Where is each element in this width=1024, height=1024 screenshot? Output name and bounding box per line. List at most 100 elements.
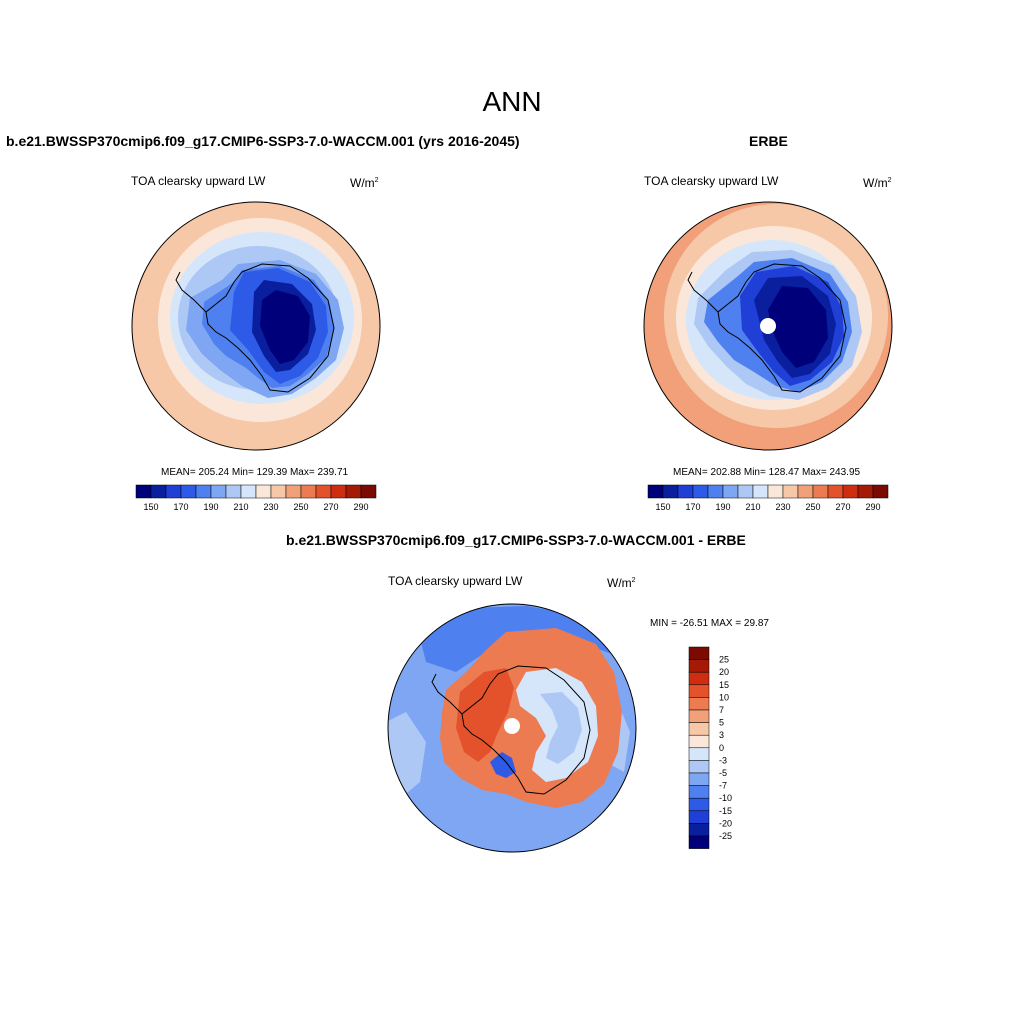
- diff-field-interior-blue: [516, 668, 598, 782]
- diff-labelbar-tick: 20: [719, 667, 729, 677]
- obs-labelbar-box: [812, 484, 829, 499]
- diff-units-label: W/m2: [607, 576, 636, 590]
- diff-labelbar-box: [688, 810, 710, 824]
- model-labelbar-box: [165, 484, 182, 499]
- model-labelbar-box: [210, 484, 227, 499]
- diff-labelbar-box: [688, 734, 710, 749]
- model-labelbar-box: [300, 484, 317, 499]
- diff-labelbar-box: [688, 671, 710, 686]
- obs-panel-title: ERBE: [749, 133, 788, 149]
- model-peninsula-coastline: [175, 271, 207, 313]
- obs-labelbar-tick: 270: [835, 502, 850, 512]
- obs-labelbar-box: [782, 484, 799, 499]
- obs-antarctica-coastline: [717, 263, 847, 393]
- obs-map-border: [643, 201, 893, 451]
- obs-field-145: [768, 286, 828, 368]
- obs-labelbar-box: [752, 484, 769, 499]
- diff-labelbar-tick: -15: [719, 806, 732, 816]
- model-labelbar-box: [330, 484, 347, 499]
- obs-labelbar-tick: 150: [655, 502, 670, 512]
- model-labelbar-box: [285, 484, 302, 499]
- obs-labelbar-box: [707, 484, 724, 499]
- model-field-145: [260, 290, 310, 364]
- figure-title: ANN: [482, 86, 542, 117]
- diff-panel-title: b.e21.BWSSP370cmip6.f09_g17.CMIP6-SSP3-7…: [286, 532, 746, 548]
- model-units-label: W/m2: [350, 176, 379, 190]
- diff-labelbar-tick: -5: [719, 768, 727, 778]
- obs-labelbar-tick: 170: [685, 502, 700, 512]
- diff-labelbar-tick: 7: [719, 705, 724, 715]
- obs-labelbar: 150 170 190 210 230 250 270 290: [647, 484, 889, 512]
- diff-labelbar-box: [688, 835, 710, 849]
- model-labelbar-box: [255, 484, 272, 499]
- model-labelbar-tick: 230: [263, 502, 278, 512]
- diff-pole-hole: [504, 718, 520, 734]
- model-antarctica-coastline: [205, 263, 335, 393]
- diff-polar-map: [387, 603, 637, 853]
- diff-labelbar-box: [688, 646, 710, 660]
- diff-field-blue-patch: [490, 752, 516, 778]
- obs-labelbar-box: [872, 484, 889, 499]
- obs-labelbar-tick: 230: [775, 502, 790, 512]
- model-labelbar-tick: 290: [353, 502, 368, 512]
- obs-peninsula-coastline: [687, 271, 719, 313]
- obs-labelbar-box: [857, 484, 874, 499]
- obs-polar-map: [643, 201, 893, 451]
- model-labelbar-box: [315, 484, 332, 499]
- model-panel-title: b.e21.BWSSP370cmip6.f09_g17.CMIP6-SSP3-7…: [6, 133, 520, 149]
- obs-labelbar-tick: 290: [865, 502, 880, 512]
- diff-field-interior-lightblue: [540, 692, 582, 764]
- diff-labelbar-tick: 5: [719, 718, 724, 728]
- diff-antarctica-coastline: [461, 665, 591, 795]
- model-labelbar-box: [240, 484, 257, 499]
- model-labelbar-tick: 250: [293, 502, 308, 512]
- diff-labelbar-tick: 3: [719, 730, 724, 740]
- obs-labelbar-box: [692, 484, 709, 499]
- diff-labelbar-box: [688, 684, 710, 698]
- model-labelbar-tick: 210: [233, 502, 248, 512]
- diff-labelbar-tick: -25: [719, 831, 732, 841]
- diff-labelbar-box: [688, 747, 710, 761]
- model-map-border: [131, 201, 381, 451]
- obs-labelbar-box: [842, 484, 859, 499]
- diff-labelbar-tick: 10: [719, 692, 729, 702]
- obs-labelbar-box: [677, 484, 694, 499]
- diff-variable-label: TOA clearsky upward LW: [388, 574, 523, 588]
- diff-labelbar-tick: -7: [719, 781, 727, 791]
- model-labelbar-box: [150, 484, 167, 499]
- obs-units-label: W/m2: [863, 176, 892, 190]
- model-labelbar-tick: 190: [203, 502, 218, 512]
- diff-labelbar-box: [688, 697, 710, 711]
- model-labelbar-tick: 270: [323, 502, 338, 512]
- diff-labelbar-tick: 25: [719, 655, 729, 665]
- diff-labelbar-tick: 15: [719, 680, 729, 690]
- diff-labelbar-box: [688, 760, 710, 774]
- model-polar-map: [131, 201, 381, 451]
- model-labelbar-box: [180, 484, 197, 499]
- diff-labelbar-box: [688, 785, 710, 799]
- model-stats: MEAN= 205.24 Min= 129.39 Max= 239.71: [161, 467, 349, 478]
- model-labelbar-box: [345, 484, 362, 499]
- obs-variable-label: TOA clearsky upward LW: [644, 174, 779, 188]
- diff-labelbar-tick: 0: [719, 743, 724, 753]
- model-variable-label: TOA clearsky upward LW: [131, 174, 266, 188]
- model-labelbar-box: [135, 484, 152, 499]
- diff-labelbar-tick: -3: [719, 755, 727, 765]
- obs-labelbar-tick: 210: [745, 502, 760, 512]
- diff-labelbar-box: [688, 772, 710, 786]
- obs-labelbar-tick: 190: [715, 502, 730, 512]
- obs-labelbar-box: [722, 484, 739, 499]
- diff-labelbar-box: [688, 709, 710, 723]
- model-labelbar-box: [360, 484, 377, 499]
- obs-labelbar-box: [662, 484, 679, 499]
- diff-peninsula-coastline: [431, 673, 463, 715]
- obs-labelbar-box: [647, 484, 664, 499]
- diff-map-border: [387, 603, 637, 853]
- obs-stats: MEAN= 202.88 Min= 128.47 Max= 243.95: [673, 467, 861, 478]
- diff-minmax: MIN = -26.51 MAX = 29.87: [650, 618, 769, 629]
- diff-labelbar-tick: -20: [719, 818, 732, 828]
- diff-labelbar-tick: -10: [719, 793, 732, 803]
- diff-field-darkred: [456, 668, 514, 762]
- obs-labelbar-tick: 250: [805, 502, 820, 512]
- obs-labelbar-box: [797, 484, 814, 499]
